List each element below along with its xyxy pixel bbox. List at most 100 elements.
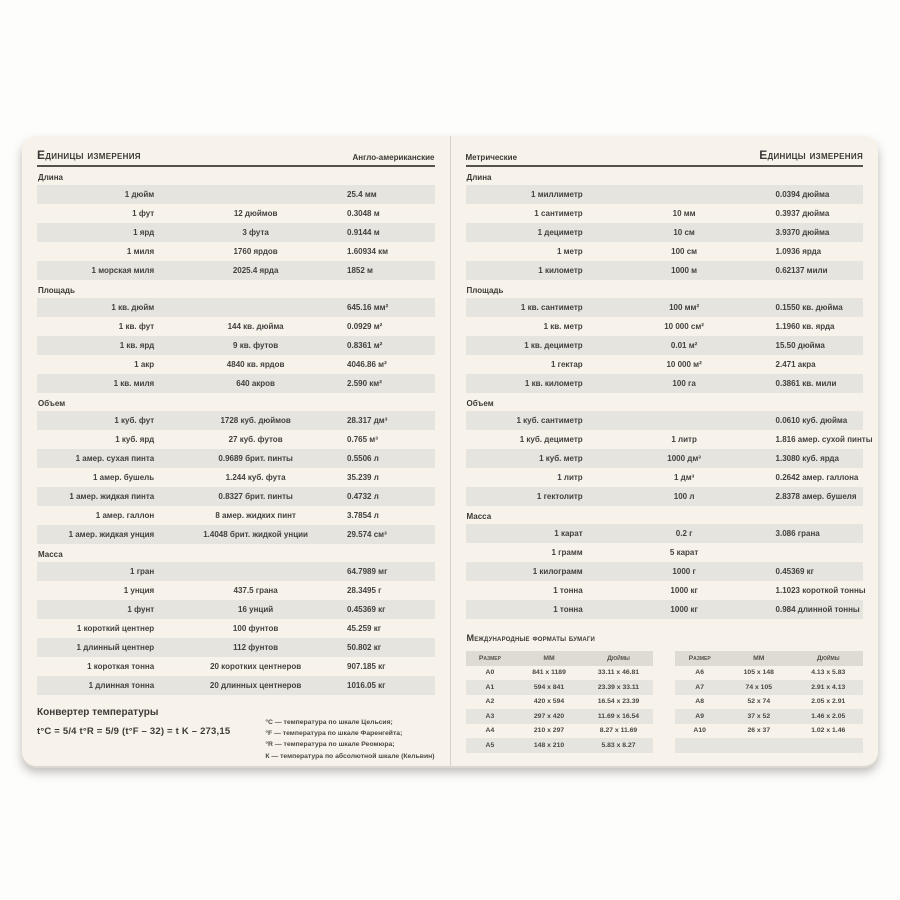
cell-value: 1016.05 кг	[347, 681, 386, 690]
right-page-header: Метрические Единицы измерения	[465, 148, 863, 167]
temperature-notes: °C — температура по шкале Цельсия; °F — т…	[265, 707, 434, 762]
table-row: 1 гран 64.7989 мг	[37, 562, 435, 581]
table-row: 1 куб. ярд 27 куб. футов 0.765 м³	[37, 430, 435, 449]
cell-equivalent: 20 коротких центнеров	[210, 662, 302, 671]
cell-inch: 1.46 x 2.05	[811, 712, 846, 720]
cell-value: 0.62137 мили	[775, 266, 828, 275]
temperature-note: °R — температура по шкале Реомюра;	[265, 741, 395, 749]
table-row: 1 амер. галлон 8 амер. жидких пинт 3.7854 …	[37, 506, 435, 525]
cell-inch: 1.02 x 1.46	[811, 727, 846, 735]
paper-row: A5 148 x 210 5.83 x 8.27	[465, 738, 654, 753]
cell-equivalent: 2025.4 ярда	[232, 266, 279, 275]
cell-equivalent: 100 фунтов	[232, 624, 279, 633]
cell-unit: 1 длинная тонна	[88, 681, 155, 690]
table-row: 1 сантиметр 10 мм 0.3937 дюйма	[466, 204, 864, 223]
left-page: Единицы измерения Англо-американские Дли…	[22, 136, 450, 766]
table-row: 1 килограмм 1000 г 0.45369 кг	[465, 562, 863, 581]
cell-unit: 1 кв. миля	[113, 379, 155, 388]
cell-unit: 1 куб. дециметр	[519, 435, 583, 444]
cell-mm: 210 x 297	[533, 727, 565, 735]
cell-value: 0.765 м³	[347, 435, 378, 444]
cell-value: 0.2642 амер. галлона	[775, 473, 859, 482]
col-size: Размер	[478, 654, 501, 662]
cell-mm: 297 x 420	[533, 712, 565, 720]
cell-inch: 2.05 x 2.91	[811, 698, 846, 706]
cell-unit: 1 карат	[554, 529, 583, 538]
cell-unit: 1 кв. дюйм	[111, 303, 155, 312]
cell-unit: 1 кв. сантиметр	[520, 303, 583, 312]
section-area: Площадь 1 кв. дюйм 645.16 мм² 1 кв. фут 144 …	[37, 286, 435, 393]
section-label: Объем	[38, 399, 66, 408]
table-row: 1 короткая тонна 20 коротких центнеров 907…	[37, 657, 435, 676]
cell-value: 0.984 длинной тонны	[775, 605, 860, 614]
cell-equivalent: 437.5 грана	[233, 586, 278, 595]
cell-unit: 1 куб. фут	[114, 416, 155, 425]
cell-mm: 74 x 105	[745, 683, 773, 691]
cell-value: 0.3861 кв. мили	[775, 379, 837, 388]
paper-formats-title: Международные форматы бумаги	[466, 633, 595, 643]
cell-size: A1	[485, 683, 495, 691]
planner-spread-page: Единицы измерения Англо-американские Дли…	[22, 136, 878, 766]
cell-equivalent: 112 фунтов	[233, 643, 279, 652]
table-row: 1 кв. ярд 9 кв. футов 0.8361 м²	[37, 336, 435, 355]
cell-equivalent: 0.01 м²	[670, 341, 698, 350]
table-row: 1 куб. фут 1728 куб. дюймов 28.317 дм³	[37, 411, 435, 430]
cell-value: 2.590 км²	[347, 379, 382, 388]
table-row: 1 дециметр 10 см 3.9370 дюйма	[465, 223, 863, 242]
cell-unit: 1 кв. фут	[118, 322, 155, 331]
page-side-label: Метрические	[465, 153, 518, 162]
cell-unit: 1 тонна	[553, 586, 583, 595]
temperature-title: Конвертер температуры	[37, 707, 159, 718]
cell-unit: 1 фут	[132, 209, 155, 218]
cell-inch: 4.13 x 5.83	[811, 669, 846, 677]
page-side-label: Англо-американские	[352, 153, 435, 162]
cell-unit: 1 куб. ярд	[115, 435, 155, 444]
paper-row: A4 210 x 297 8.27 x 11.69	[466, 724, 654, 739]
cell-inch: 11.69 x 16.54	[597, 712, 640, 720]
table-row: 1 длинная тонна 20 длинных центнеров 1016.…	[37, 676, 435, 695]
cell-unit: 1 амер. сухая пинта	[75, 454, 155, 463]
cell-value: 0.4732 л	[347, 492, 379, 501]
paper-row: A3 297 x 420 11.69 x 16.54	[465, 709, 654, 724]
cell-equivalent: 100 мм²	[669, 303, 700, 312]
cell-unit: 1 метр	[556, 247, 583, 256]
cell-equivalent: 0.8327 брит. пинты	[218, 492, 293, 501]
cell-unit: 1 кв. метр	[543, 322, 583, 331]
cell-value: 0.5506 л	[347, 454, 379, 463]
cell-value: 15.50 дюйма	[775, 341, 825, 350]
cell-unit: 1 километр	[538, 266, 583, 275]
table-row: 1 километр 1000 м 0.62137 мили	[465, 261, 863, 280]
right-page: Метрические Единицы измерения Длина 1 мил…	[449, 136, 879, 766]
cell-value: 50.802 кг	[347, 643, 382, 652]
cell-size: A8	[695, 698, 704, 706]
cell-value: 3.7854 л	[347, 511, 379, 520]
cell-value: 1.60934 км	[347, 247, 389, 256]
cell-size: A5	[485, 741, 495, 749]
cell-unit: 1 гран	[130, 567, 155, 576]
table-row: 1 гектар 10 000 м² 2.471 акра	[466, 355, 864, 374]
cell-unit: 1 акр	[134, 360, 155, 369]
table-row: 1 длинный центнер 112 фунтов 50.802 кг	[37, 638, 435, 657]
cell-unit: 1 короткий центнер	[76, 624, 155, 633]
cell-inch: 5.83 x 8.27	[601, 741, 636, 749]
paper-row: A8 52 x 74 2.05 x 2.91	[675, 695, 863, 710]
cell-value: 1.3080 куб. ярда	[775, 454, 839, 463]
table-row: 1 миллиметр 0.0394 дюйма	[465, 185, 863, 204]
right-sections: Длина 1 миллиметр 0.0394 дюйма 1 сантиметр 1…	[465, 173, 873, 619]
cell-unit: 1 дециметр	[537, 228, 583, 237]
cell-value: 0.0394 дюйма	[775, 190, 830, 199]
cell-equivalent: 10 000 м²	[666, 360, 702, 369]
cell-unit: 1 миля	[126, 247, 155, 256]
paper-row: A7 74 x 105 2.91 x 4.13	[675, 680, 863, 695]
section-length: Длина 1 дюйм 25.4 мм 1 фут 12 дюймов 0.3048 м…	[37, 173, 435, 280]
table-row: 1 амер. жидкая унция 1.4048 брит. жидкой …	[37, 525, 435, 544]
cell-value: 3.086 грана	[775, 529, 820, 538]
paper-row: A2 420 x 594 16.54 x 23.39	[466, 695, 654, 710]
table-row: 1 морская миля 2025.4 ярда 1852 м	[37, 261, 435, 280]
cell-equivalent: 1 дм³	[673, 473, 695, 482]
paper-header-row: Размер ММ Дюймы	[675, 651, 863, 666]
page-title: Единицы измерения	[759, 148, 863, 162]
cell-size: A2	[485, 698, 495, 706]
cell-equivalent: 0.9689 брит. пинты	[218, 454, 293, 463]
cell-value: 35.239 л	[347, 473, 379, 482]
